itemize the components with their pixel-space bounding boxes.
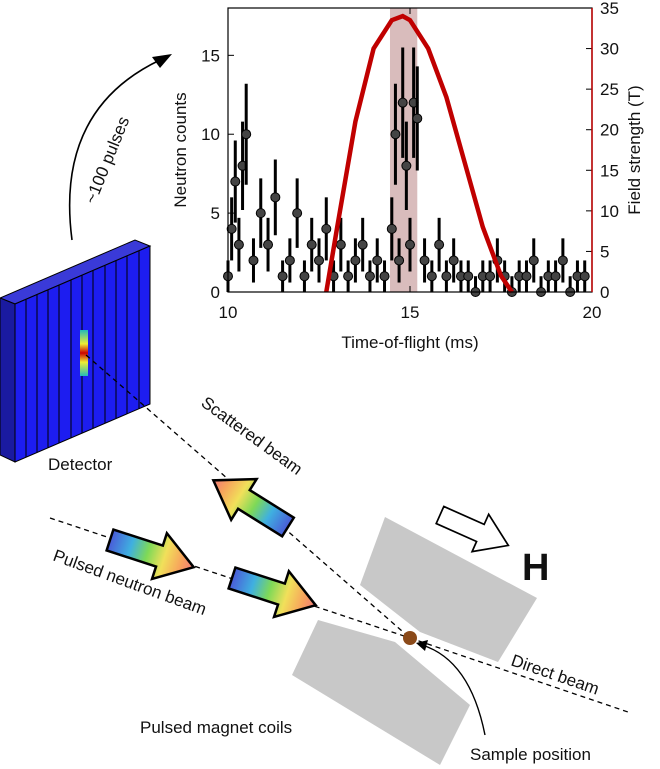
y2-tick-label: 30 bbox=[600, 40, 619, 59]
point bbox=[277, 271, 288, 282]
field-label: H bbox=[522, 547, 549, 589]
point bbox=[528, 255, 539, 266]
scattered-label: Scattered beam bbox=[198, 393, 306, 479]
point bbox=[405, 239, 415, 250]
point bbox=[263, 239, 274, 250]
y2-tick-label: 10 bbox=[600, 202, 619, 221]
point bbox=[292, 208, 303, 219]
pulses-arrow bbox=[68, 59, 161, 241]
y2-tick-label: 0 bbox=[600, 283, 609, 302]
y2-axis-label: Field strength (T) bbox=[625, 85, 644, 214]
point bbox=[314, 255, 324, 266]
point bbox=[321, 223, 332, 234]
point bbox=[441, 271, 452, 282]
point bbox=[434, 239, 445, 250]
direct-label: Direct beam bbox=[509, 651, 602, 699]
point bbox=[350, 255, 361, 266]
plot: 10 15 2005101505101520253035Time-of-flight… bbox=[171, 0, 644, 352]
point bbox=[226, 223, 237, 234]
point bbox=[521, 271, 532, 282]
y2-tick-label: 35 bbox=[600, 0, 619, 18]
field-curve bbox=[324, 13, 514, 294]
magnet-coil bbox=[360, 517, 537, 662]
point bbox=[241, 129, 252, 140]
point bbox=[390, 129, 401, 140]
sample bbox=[403, 631, 417, 645]
point bbox=[379, 271, 390, 282]
point bbox=[343, 271, 354, 282]
x-tick-label: 20 bbox=[583, 303, 602, 322]
point bbox=[485, 271, 496, 282]
point bbox=[357, 239, 368, 250]
arrow-head bbox=[416, 640, 428, 651]
diagram: Detector ~100 pulses H Scattered beam Pu… bbox=[0, 54, 629, 765]
detector-side bbox=[0, 297, 16, 463]
x-axis-label: Time-of-flight (ms) bbox=[341, 333, 478, 352]
scattered-arrow bbox=[199, 458, 302, 549]
point bbox=[426, 271, 437, 282]
point bbox=[401, 160, 412, 171]
point bbox=[394, 255, 405, 266]
point bbox=[306, 239, 317, 250]
magnet-coil bbox=[292, 620, 470, 765]
point bbox=[230, 176, 241, 187]
point bbox=[299, 271, 310, 282]
coils-label: Pulsed magnet coils bbox=[140, 718, 292, 737]
point bbox=[448, 255, 459, 266]
y-tick-label: 5 bbox=[211, 204, 220, 223]
y-tick-label: 0 bbox=[211, 283, 220, 302]
arrow-head bbox=[152, 54, 172, 68]
point bbox=[335, 239, 346, 250]
y-tick-label: 15 bbox=[201, 46, 220, 65]
y2-tick-label: 15 bbox=[600, 161, 619, 180]
detector-hotspot bbox=[80, 330, 88, 376]
x-tick-label: 10 bbox=[219, 303, 238, 322]
point bbox=[397, 97, 408, 108]
beam-arrow bbox=[223, 553, 325, 630]
point bbox=[284, 255, 295, 266]
y2-tick-label: 25 bbox=[600, 80, 619, 99]
y2-tick-label: 5 bbox=[600, 242, 609, 261]
point bbox=[248, 255, 259, 266]
sample-label: Sample position bbox=[470, 745, 591, 764]
pulses-label: ~100 pulses bbox=[81, 114, 133, 207]
y-tick-label: 10 bbox=[201, 125, 220, 144]
point bbox=[557, 255, 568, 266]
point bbox=[412, 113, 423, 124]
point bbox=[372, 255, 383, 266]
point bbox=[364, 271, 375, 282]
y2-tick-label: 20 bbox=[600, 121, 619, 140]
point bbox=[233, 239, 244, 250]
y-axis-label: Neutron counts bbox=[171, 92, 190, 207]
point bbox=[270, 192, 281, 203]
point bbox=[419, 255, 430, 266]
point bbox=[463, 271, 474, 282]
sample-arrow bbox=[421, 644, 486, 736]
point bbox=[579, 271, 590, 282]
point bbox=[550, 271, 561, 282]
x-tick-label: 15 bbox=[401, 303, 420, 322]
point bbox=[255, 208, 266, 219]
detector-label: Detector bbox=[48, 455, 113, 474]
point bbox=[386, 223, 397, 234]
